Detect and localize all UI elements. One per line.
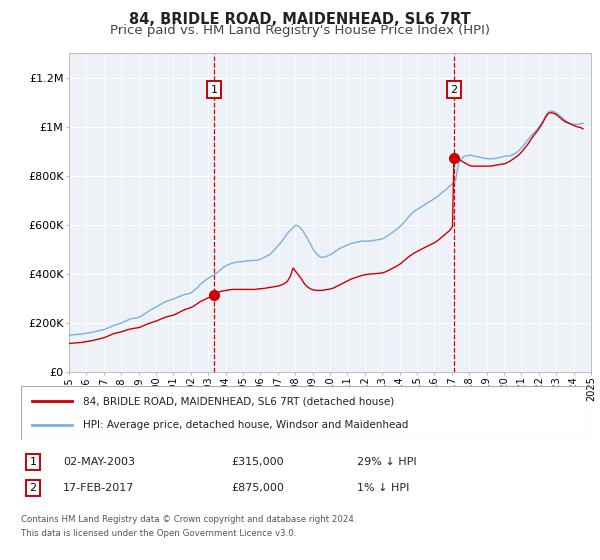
Text: 2: 2 [29,483,37,493]
Text: 29% ↓ HPI: 29% ↓ HPI [357,457,416,467]
Text: £315,000: £315,000 [231,457,284,467]
Text: HPI: Average price, detached house, Windsor and Maidenhead: HPI: Average price, detached house, Wind… [83,419,409,430]
Text: £875,000: £875,000 [231,483,284,493]
Text: 84, BRIDLE ROAD, MAIDENHEAD, SL6 7RT (detached house): 84, BRIDLE ROAD, MAIDENHEAD, SL6 7RT (de… [83,396,394,407]
Text: 2: 2 [451,85,457,95]
Text: 84, BRIDLE ROAD, MAIDENHEAD, SL6 7RT: 84, BRIDLE ROAD, MAIDENHEAD, SL6 7RT [129,12,471,27]
Text: 02-MAY-2003: 02-MAY-2003 [63,457,135,467]
Text: 17-FEB-2017: 17-FEB-2017 [63,483,134,493]
Text: Contains HM Land Registry data © Crown copyright and database right 2024.: Contains HM Land Registry data © Crown c… [21,515,356,524]
Text: This data is licensed under the Open Government Licence v3.0.: This data is licensed under the Open Gov… [21,529,296,538]
Text: 1: 1 [211,85,217,95]
Text: Price paid vs. HM Land Registry's House Price Index (HPI): Price paid vs. HM Land Registry's House … [110,24,490,36]
FancyBboxPatch shape [21,386,585,440]
Text: 1% ↓ HPI: 1% ↓ HPI [357,483,409,493]
Text: 1: 1 [29,457,37,467]
